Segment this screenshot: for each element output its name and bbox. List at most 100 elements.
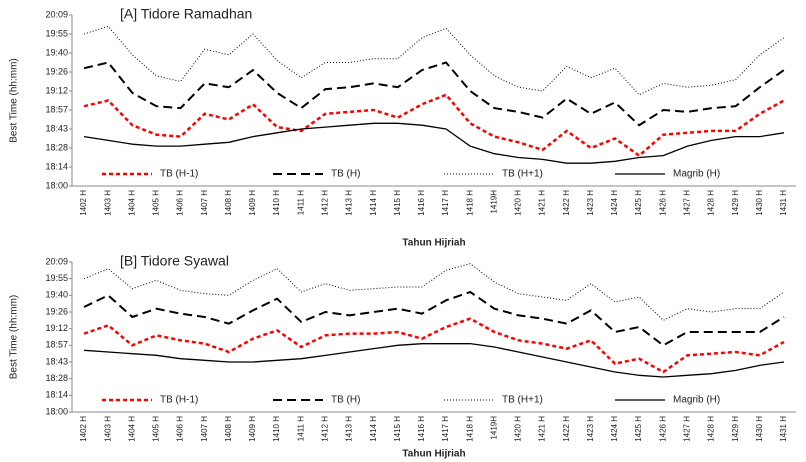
series-line <box>83 317 785 374</box>
x-tick-label: 1430 H <box>755 416 764 442</box>
x-tick-label: 1411 H <box>296 416 305 441</box>
x-tick-label: 1414 H <box>369 190 378 216</box>
y-tick-label: 18:14 <box>45 161 68 171</box>
x-tick-label: 1421 H <box>538 190 547 216</box>
x-tick-label: 1417 H <box>441 190 450 216</box>
legend-label: Magrib (H) <box>673 395 720 406</box>
y-tick-label: 18:00 <box>45 180 68 190</box>
legend-label: Magrib (H) <box>673 169 720 180</box>
legend-label: TB (H) <box>331 169 360 180</box>
x-tick-label: 1407 H <box>200 416 209 442</box>
y-tick-label: 19:26 <box>45 306 68 316</box>
x-tick-label: 1413 H <box>345 190 354 216</box>
y-tick-label: 19:40 <box>45 47 68 57</box>
x-tick-label: 1403 H <box>103 416 112 442</box>
legend-label: TB (H) <box>331 395 360 406</box>
x-axis-label: Tahun Hijriah <box>402 449 465 460</box>
y-axis-label: Best Time (hh:mm) <box>9 58 20 142</box>
x-tick-label: 1406 H <box>176 190 185 216</box>
legend-bg <box>92 167 776 181</box>
x-tick-label: 1415 H <box>393 416 402 442</box>
x-tick-label: 1412 H <box>321 190 330 216</box>
x-tick-label: 1409 H <box>248 416 257 442</box>
x-tick-label: 1413 H <box>345 416 354 442</box>
legend-label: TB (H+1) <box>502 169 543 180</box>
series-line <box>83 25 785 96</box>
y-tick-label: 19:40 <box>45 290 68 300</box>
y-tick-label: 20:09 <box>45 9 68 19</box>
x-tick-label: 1424 H <box>610 190 619 216</box>
y-tick-label: 18:14 <box>45 390 68 400</box>
legend-label: TB (H-1) <box>160 395 198 406</box>
x-tick-label: 1418 H <box>465 190 474 216</box>
y-tick-label: 18:28 <box>45 142 68 152</box>
legend-label: TB (H-1) <box>160 169 198 180</box>
x-tick-label: 1431 H <box>779 190 788 216</box>
x-tick-label: 1426 H <box>658 416 667 442</box>
x-tick-label: 1430 H <box>755 190 764 216</box>
y-axis-label: Best Time (hh:mm) <box>9 295 20 379</box>
x-tick-label: 1408 H <box>224 416 233 442</box>
y-tick-label: 19:55 <box>45 28 68 38</box>
y-tick-label: 18:57 <box>45 340 68 350</box>
x-tick-label: 1421 H <box>538 416 547 442</box>
series-line <box>84 343 785 378</box>
x-tick-label: 1405 H <box>152 416 161 442</box>
chart-title: [B] Tidore Syawal <box>120 253 229 269</box>
y-tick-label: 18:28 <box>45 373 68 383</box>
y-tick-label: 18:57 <box>45 104 68 114</box>
series-line <box>83 61 785 127</box>
x-tick-label: 1403 H <box>103 190 112 216</box>
series-line <box>83 122 785 164</box>
x-tick-label: 1414 H <box>369 416 378 442</box>
y-tick-label: 19:55 <box>45 273 68 283</box>
series-line <box>83 93 785 158</box>
legend-label: TB (H+1) <box>502 395 543 406</box>
y-tick-label: 19:26 <box>45 66 68 76</box>
x-tick-label: 1423 H <box>586 416 595 442</box>
x-tick-label: 1402 H <box>79 416 88 442</box>
x-tick-label: 1429 H <box>731 416 740 442</box>
x-tick-label: 1415 H <box>393 190 402 216</box>
x-tick-label: 1416 H <box>417 190 426 216</box>
x-tick-label: 1424 H <box>610 416 619 442</box>
x-tick-label: 1412 H <box>321 416 330 442</box>
x-tick-label: 1427 H <box>683 190 692 216</box>
chart-title: [A] Tidore Ramadhan <box>120 6 252 22</box>
legend-bg <box>92 393 776 407</box>
x-tick-label: 1408 H <box>224 190 233 216</box>
x-tick-label: 1404 H <box>127 190 136 216</box>
x-tick-label: 1423 H <box>586 190 595 216</box>
x-axis-label: Tahun Hijriah <box>402 238 465 249</box>
x-tick-label: 1409 H <box>248 190 257 216</box>
x-tick-label: 1428 H <box>707 190 716 216</box>
x-tick-label: 1428 H <box>707 416 716 442</box>
x-tick-label: 1425 H <box>634 416 643 442</box>
x-tick-label: 1406 H <box>176 416 185 442</box>
y-tick-label: 19:12 <box>45 323 68 333</box>
x-tick-label: 1427 H <box>683 416 692 442</box>
x-tick-label: 1411 H <box>296 190 305 215</box>
x-tick-label: 1422 H <box>562 190 571 216</box>
x-tick-label: 1420 H <box>514 190 523 216</box>
x-tick-label: 1426 H <box>658 190 667 216</box>
x-tick-label: 1405 H <box>152 190 161 216</box>
series-line <box>83 263 785 321</box>
y-tick-label: 18:43 <box>45 123 68 133</box>
x-tick-label: 1431 H <box>779 416 788 442</box>
y-tick-label: 18:43 <box>45 356 68 366</box>
y-tick-label: 19:12 <box>45 85 68 95</box>
x-tick-label: 1418 H <box>465 416 474 442</box>
x-tick-label: 1425 H <box>634 190 643 216</box>
x-tick-label: 1416 H <box>417 416 426 442</box>
x-tick-label: 1410 H <box>272 416 281 442</box>
x-tick-label: 1429 H <box>731 190 740 216</box>
y-tick-label: 20:09 <box>45 256 68 266</box>
series-line <box>83 290 785 347</box>
x-tick-label: 1407 H <box>200 190 209 216</box>
x-tick-label: 1422 H <box>562 416 571 442</box>
x-tick-label: 1402 H <box>79 190 88 216</box>
x-tick-label: 1410 H <box>272 190 281 216</box>
x-tick-label: 1420 H <box>514 416 523 442</box>
